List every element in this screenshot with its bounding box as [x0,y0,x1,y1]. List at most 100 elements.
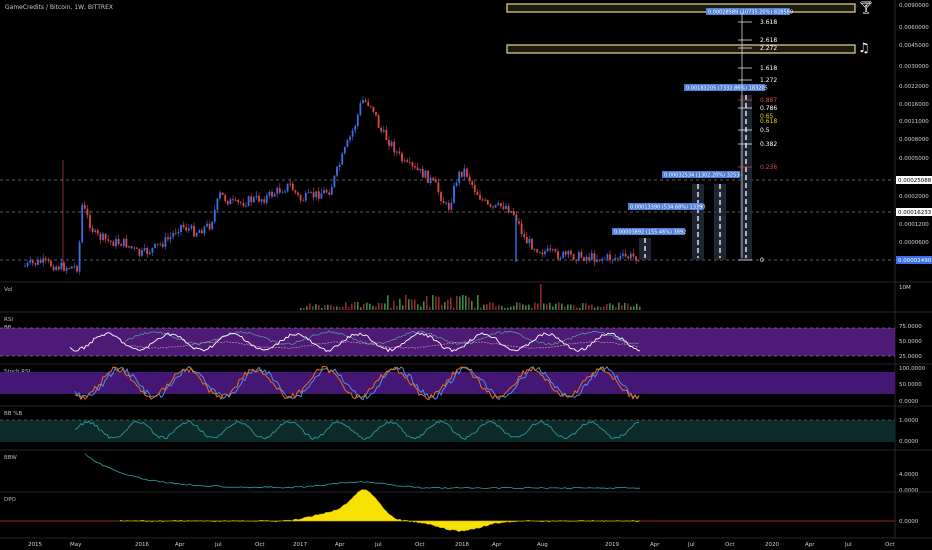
candle-body [195,233,198,237]
candle-body [520,223,523,235]
candle-body [26,262,29,266]
candle-body [310,192,312,194]
candle-body [250,196,253,203]
candle-body [523,234,526,237]
volume-bar [507,307,509,310]
candle-body [518,221,520,224]
candle-body [294,190,297,193]
candle-body [86,208,89,216]
volume-bar [405,294,407,310]
candle-body [102,233,104,240]
volume-bar [621,305,623,310]
volume-bar [414,299,416,310]
candle-body [403,160,406,162]
volume-bar [495,306,497,310]
fib-box-top[interactable] [506,3,856,13]
music-note-icon[interactable]: ♫ [858,41,870,56]
candle-body [143,247,146,251]
volume-bar [486,304,488,310]
time-axis[interactable]: 2015 May 2016 Apr Jul Oct 2017 Apr Jul Oct 2018 Apr… [0,537,932,548]
candle-body [445,202,448,204]
time-tick-label: Apr [492,542,502,548]
candle-body [180,224,182,232]
volume-bar [516,302,518,310]
volume-bar [603,306,605,310]
cocktail-glass-icon[interactable]: 🍸︎ [858,1,875,16]
volume-bar [342,306,344,310]
candle-body [598,259,601,261]
candle-body [211,221,214,230]
candle-body [455,182,458,186]
candle-body [94,230,97,232]
time-tick-label: Oct [255,542,265,548]
candle-body [154,243,156,248]
candle-body [432,177,435,180]
price-tick-label: 0.0001200 [899,222,929,228]
candle-body [107,239,110,241]
candle-body [372,106,375,112]
candle-body [47,259,50,261]
candle-body [632,253,635,257]
volume-bar [411,299,413,310]
volume-bar [384,303,386,310]
candle-body [533,249,536,251]
candle-body [174,232,177,234]
candle-body [510,211,513,213]
projection-label-bg [662,171,741,178]
candle-body [161,243,164,247]
candle-body [312,192,315,198]
volume-bar [627,303,629,310]
candle-body [406,160,409,163]
candle-body [284,191,286,193]
candle-body [505,206,507,209]
candle-body [333,175,336,188]
volume-bar [630,306,632,310]
candle-body [603,258,606,260]
candle-body [325,190,328,193]
candle-body [203,226,206,234]
candle-body [50,260,52,267]
candle-body [167,237,169,240]
candle-body [125,238,128,248]
candle-body [627,256,630,259]
candle-body [549,248,552,250]
volume-bar [429,307,431,310]
volume-bar [477,295,479,310]
candle-body [473,185,476,193]
candle-body [159,243,162,245]
fib-box-2[interactable] [506,44,856,54]
candle-body [408,162,411,163]
candle-body [528,238,531,244]
candle-body [68,268,71,269]
candle-body [484,199,487,201]
candle-body [536,249,539,253]
candle-body [328,192,331,195]
candle-body [57,266,60,270]
volume-bar [327,304,329,310]
price-pane[interactable]: 0.00003892 (155.46%) 3892 0.00013390 (534… [0,3,895,275]
candle-body [76,266,78,272]
candle-body [434,179,437,183]
volume-bar [393,300,395,310]
volume-bar [318,305,320,310]
volume-bar [372,305,374,310]
volume-bar [417,304,419,310]
volume-bar [420,306,422,310]
candle-body [263,199,266,203]
candle-body [24,265,26,267]
projection-label-bg [628,203,704,210]
price-axis[interactable]: 0.0090000 0.0060000 0.0045000 0.0030000 0.00… [894,0,932,538]
candle-body [299,195,302,201]
time-tick-label: Jul [687,542,695,548]
volume-bar [408,299,410,310]
candle-body [242,202,245,207]
volume-bar [570,304,572,310]
pane-tick-label: 10M [899,285,911,291]
candle-body [476,192,479,196]
candle-body [112,241,115,247]
time-tick-label: May [70,542,82,548]
candle-body [237,200,240,203]
candle-body [388,140,390,146]
candle-body [421,168,424,178]
